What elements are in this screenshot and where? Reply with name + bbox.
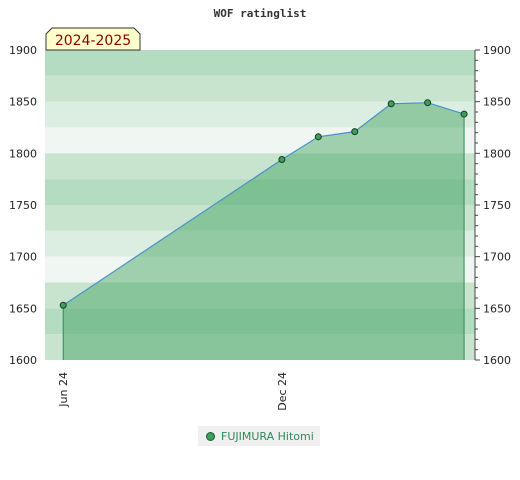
data-point: [59, 301, 67, 309]
legend-label: FUJIMURA Hitomi: [221, 429, 314, 443]
background-band: [45, 334, 475, 360]
data-point: [387, 100, 395, 108]
background-band: [45, 153, 475, 180]
legend: FUJIMURA Hitomi: [198, 426, 320, 446]
y-tick-label-left: 1700: [9, 251, 37, 264]
y-tick-label-right: 1900: [483, 44, 511, 57]
y-tick-label-right: 1600: [483, 354, 511, 367]
data-point: [424, 99, 432, 107]
season-label-box: 2024-2025: [45, 27, 141, 51]
season-label: 2024-2025: [55, 33, 131, 49]
y-tick-label-left: 1900: [9, 44, 37, 57]
y-tick-label-left: 1750: [9, 199, 37, 212]
background-band: [45, 205, 475, 231]
background-band: [45, 179, 475, 205]
series-area: [63, 102, 465, 360]
y-tick-label-right: 1650: [483, 302, 511, 315]
y-tick-label-right: 1700: [483, 251, 511, 264]
data-point: [460, 110, 468, 118]
y-axis-right: 1600 1650 1700 1750 1800 1850 1900: [474, 44, 511, 367]
background-band: [45, 230, 475, 257]
data-point: [314, 133, 322, 141]
y-tick-label-left: 1600: [9, 354, 37, 367]
y-tick-label-left: 1650: [9, 302, 37, 315]
y-axis-left: 1600 1650 1700 1750 1800 1850 1900: [9, 44, 37, 367]
y-tick-label-right: 1750: [483, 199, 511, 212]
data-point: [351, 128, 359, 136]
y-tick-label-left: 1850: [9, 96, 37, 109]
x-tick-label: Dec 24: [276, 372, 289, 411]
background-band: [45, 282, 475, 309]
data-points: [59, 99, 468, 309]
x-tick-label: Jun 24: [57, 372, 70, 408]
y-tick-label-left: 1800: [9, 147, 37, 160]
legend-marker-icon: [206, 431, 215, 441]
chart-title: WOF ratinglist: [214, 7, 307, 20]
y-tick-label-right: 1850: [483, 96, 511, 109]
y-tick-label-right: 1800: [483, 147, 511, 160]
background-band: [45, 308, 475, 335]
background-band: [45, 101, 475, 128]
background-band: [45, 50, 475, 76]
background-band: [45, 75, 475, 102]
x-axis: Jun 24 Dec 24: [57, 372, 289, 411]
background-band: [45, 127, 475, 154]
data-point: [278, 156, 286, 164]
